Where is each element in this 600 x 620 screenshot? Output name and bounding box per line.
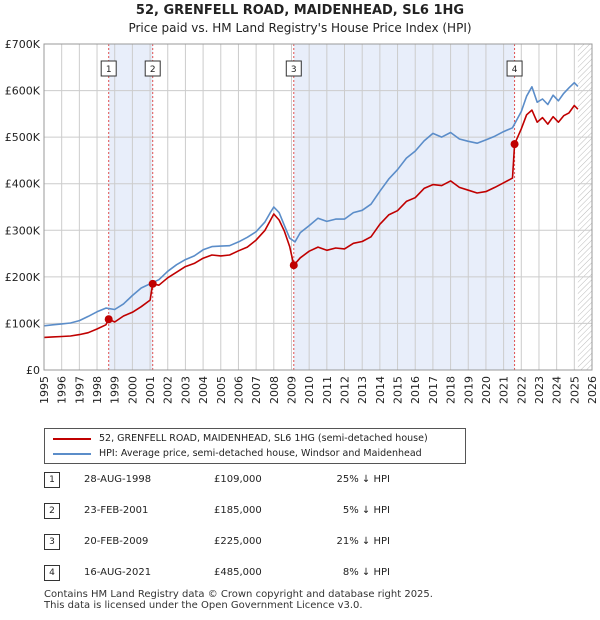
sale-tag-box [144,60,161,77]
sale-tag-label: 3 [291,65,297,75]
x-tick-label: 1995 [38,376,51,404]
sale-tag-box [100,60,117,77]
table-row: 3 20-FEB-2009 £225,000 21% ↓ HPI [44,534,464,552]
x-tick-label: 1996 [56,376,69,404]
x-tick-label: 2004 [197,376,210,404]
y-tick-label: £500K [5,131,41,144]
y-tick-label: £100K [5,317,41,330]
x-tick-label: 2018 [445,376,458,404]
sale-date: 28-AUG-1998 [84,474,152,485]
x-tick-label: 2024 [551,376,564,404]
x-tick-label: 2023 [533,376,546,404]
legend-swatch-price-paid [53,437,91,440]
y-tick-label: £200K [5,271,41,284]
y-tick-label: £600K [5,85,41,98]
x-tick-label: 2007 [250,376,263,404]
y-tick-label: £400K [5,178,41,191]
chart-legend: 52, GRENFELL ROAD, MAIDENHEAD, SL6 1HG (… [44,428,466,464]
x-tick-label: 2002 [162,376,175,404]
x-tick-label: 2016 [409,376,422,404]
x-tick-label: 2006 [232,376,245,404]
sale-date: 23-FEB-2001 [84,505,149,516]
x-tick-label: 2017 [427,376,440,404]
price-chart: 1 2 3 4 £0 £100K £200K £300K £400K £500K £600K £70… [5,38,599,404]
sale-point [510,140,519,149]
legend-label-price-paid: 52, GRENFELL ROAD, MAIDENHEAD, SL6 1HG (… [99,433,428,444]
sale-date: 20-FEB-2009 [84,536,149,547]
sale-hpi-diff: 8% ↓ HPI [342,567,390,578]
plot-frame [43,43,593,371]
x-tick-label: 2005 [215,376,228,404]
legend-item-price-paid: 52, GRENFELL ROAD, MAIDENHEAD, SL6 1HG (… [53,431,428,446]
x-tick-label: 1998 [91,376,104,404]
sale-tag-box [285,60,302,77]
ownership-shade-band [108,44,153,370]
footer-attribution: Contains HM Land Registry data © Crown c… [44,589,433,611]
x-tick-label: 2020 [480,376,493,404]
hpi-line [43,81,579,327]
sale-date: 16-AUG-2021 [84,567,152,578]
table-row: 4 16-AUG-2021 £485,000 8% ↓ HPI [44,565,464,583]
x-tick-label: 2026 [586,376,599,404]
y-tick-label: £300K [5,224,41,237]
chart-title: 52, GRENFELL ROAD, MAIDENHEAD, SL6 1HG P… [0,2,600,37]
sale-tag-label: 4 [512,65,518,75]
legend-item-hpi: HPI: Average price, semi-detached house,… [53,446,422,461]
title-subtitle: Price paid vs. HM Land Registry's House … [128,21,472,35]
sale-price: £225,000 [214,536,262,547]
x-tick-label: 2009 [285,376,298,404]
x-tick-label: 2012 [339,376,352,404]
sale-number-badge: 4 [44,565,60,581]
sale-price: £109,000 [214,474,262,485]
y-tick-label: £700K [5,38,41,51]
sale-number-badge: 2 [44,503,60,519]
forecast-hatch-area [577,44,592,370]
sale-point [104,315,113,324]
x-tick-label: 2000 [126,376,139,404]
x-tick-label: 2003 [179,376,192,404]
sale-number-badge: 1 [44,472,60,488]
sale-tag-label: 2 [150,65,156,75]
sale-hpi-diff: 21% ↓ HPI [336,536,390,547]
sale-price: £185,000 [214,505,262,516]
x-tick-label: 2022 [515,376,528,404]
footer-licence: This data is licensed under the Open Gov… [44,600,363,611]
x-tick-label: 2015 [392,376,405,404]
x-tick-label: 2019 [462,376,475,404]
table-row: 1 28-AUG-1998 £109,000 25% ↓ HPI [44,472,464,490]
x-tick-label: 2025 [568,376,581,404]
x-tick-label: 2010 [303,376,316,404]
table-row: 2 23-FEB-2001 £185,000 5% ↓ HPI [44,503,464,521]
legend-swatch-hpi [53,452,91,455]
x-tick-label: 2014 [374,376,387,404]
x-tick-label: 1997 [73,376,86,404]
sale-price: £485,000 [214,567,262,578]
x-tick-label: 2011 [321,376,334,404]
sale-hpi-diff: 25% ↓ HPI [336,474,390,485]
title-address: 52, GRENFELL ROAD, MAIDENHEAD, SL6 1HG [135,3,465,18]
legend-label-hpi: HPI: Average price, semi-detached house,… [99,448,422,459]
sale-tag-box [506,60,523,77]
x-tick-label: 2001 [144,376,157,404]
sale-tag-label: 1 [106,65,112,75]
x-tick-label: 2008 [268,376,281,404]
x-tick-label: 1999 [109,376,122,404]
sale-number-badge: 3 [44,534,60,550]
y-tick-label: £0 [26,364,40,377]
x-tick-label: 2013 [356,376,369,404]
sale-point [289,261,298,270]
sale-hpi-diff: 5% ↓ HPI [342,505,390,516]
ownership-shade-band [293,44,515,370]
sale-point [148,279,157,288]
footer-copyright: Contains HM Land Registry data © Crown c… [44,589,433,600]
x-tick-label: 2021 [498,376,511,404]
